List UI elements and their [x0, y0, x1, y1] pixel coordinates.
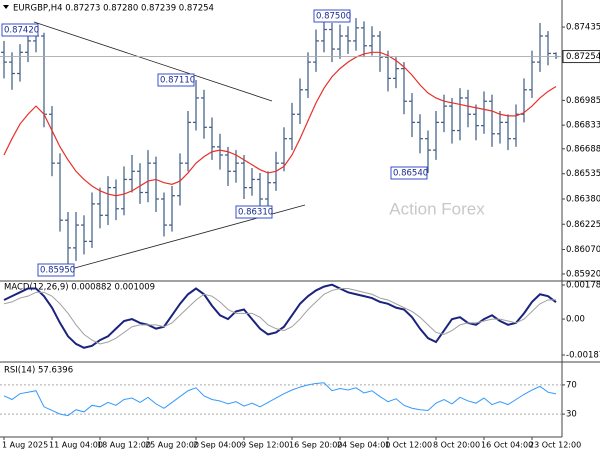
annotation-label: 0.86540	[393, 169, 428, 179]
x-tick-label: 1 Aug 2025	[2, 441, 48, 450]
x-tick-label: 1 Oct 12:00	[385, 441, 432, 450]
rsi-title: RSI(14) 57.6396	[4, 366, 73, 376]
y-tick-label: 0.86985	[566, 96, 600, 106]
x-tick-label: 16 Sep 20:00	[289, 441, 342, 450]
annotation-box	[157, 73, 195, 87]
y-tick-label: 0.86225	[566, 220, 600, 230]
y-tick-label: 0.85920	[566, 269, 600, 279]
x-tick-label: 18 Aug 12:00	[97, 441, 151, 450]
series-line	[3, 382, 557, 417]
trendline	[33, 21, 273, 102]
x-tick-label: 25 Aug 20:00	[145, 441, 199, 450]
annotation-box	[1, 23, 39, 37]
moving-average	[3, 51, 557, 197]
annotation-box	[390, 166, 428, 180]
x-tick-label: 2 Sep 04:00	[193, 441, 241, 450]
x-tick-label: 23 Oct 12:00	[529, 441, 581, 450]
series-line	[3, 288, 557, 345]
macd-title: MACD(12,26,9) 0.000882 0.001009	[4, 283, 155, 293]
x-tick-label: 11 Aug 04:00	[49, 441, 103, 450]
annotation-label: 0.85950	[40, 266, 75, 276]
y-tick-label: 0.86535	[566, 169, 600, 179]
y-tick-label: 0.00	[566, 315, 585, 325]
annotation-box	[37, 263, 75, 277]
y-tick-label: 0.001784	[566, 280, 600, 290]
annotation-box	[235, 205, 273, 219]
annotation-label: 0.87500	[316, 12, 351, 22]
y-tick-label: 0.86688	[566, 144, 600, 154]
chart-title: EURGBP,H4 0.87273 0.87280 0.87239 0.8725…	[13, 4, 214, 14]
x-tick-label: 8 Oct 20:00	[433, 441, 480, 450]
x-tick-label: 16 Oct 04:00	[481, 441, 533, 450]
annotation-label: 0.87110	[160, 76, 195, 86]
x-tick-label: 24 Sep 04:00	[337, 441, 390, 450]
y-tick-label: 0.87435	[566, 23, 600, 33]
annotation-box	[313, 9, 351, 23]
price-box	[562, 50, 600, 64]
annotation-label: 0.86310	[238, 208, 273, 218]
y-tick-label: 0.86070	[566, 245, 600, 255]
y-tick-label: -0.001879	[566, 351, 600, 361]
annotation-label: 0.87420	[4, 26, 39, 36]
watermark: Action Forex	[389, 199, 485, 218]
price-label: 0.87254	[566, 52, 600, 62]
y-tick-label: 70	[566, 380, 577, 390]
y-tick-label: 30	[566, 410, 577, 420]
y-tick-label: 0.86833	[566, 121, 600, 131]
y-tick-label: 0.86380	[566, 194, 600, 204]
x-tick-label: 9 Sep 12:00	[241, 441, 289, 450]
menu-arrow[interactable]	[3, 5, 9, 9]
